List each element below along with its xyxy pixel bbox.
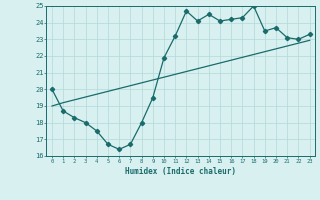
X-axis label: Humidex (Indice chaleur): Humidex (Indice chaleur) [125,167,236,176]
